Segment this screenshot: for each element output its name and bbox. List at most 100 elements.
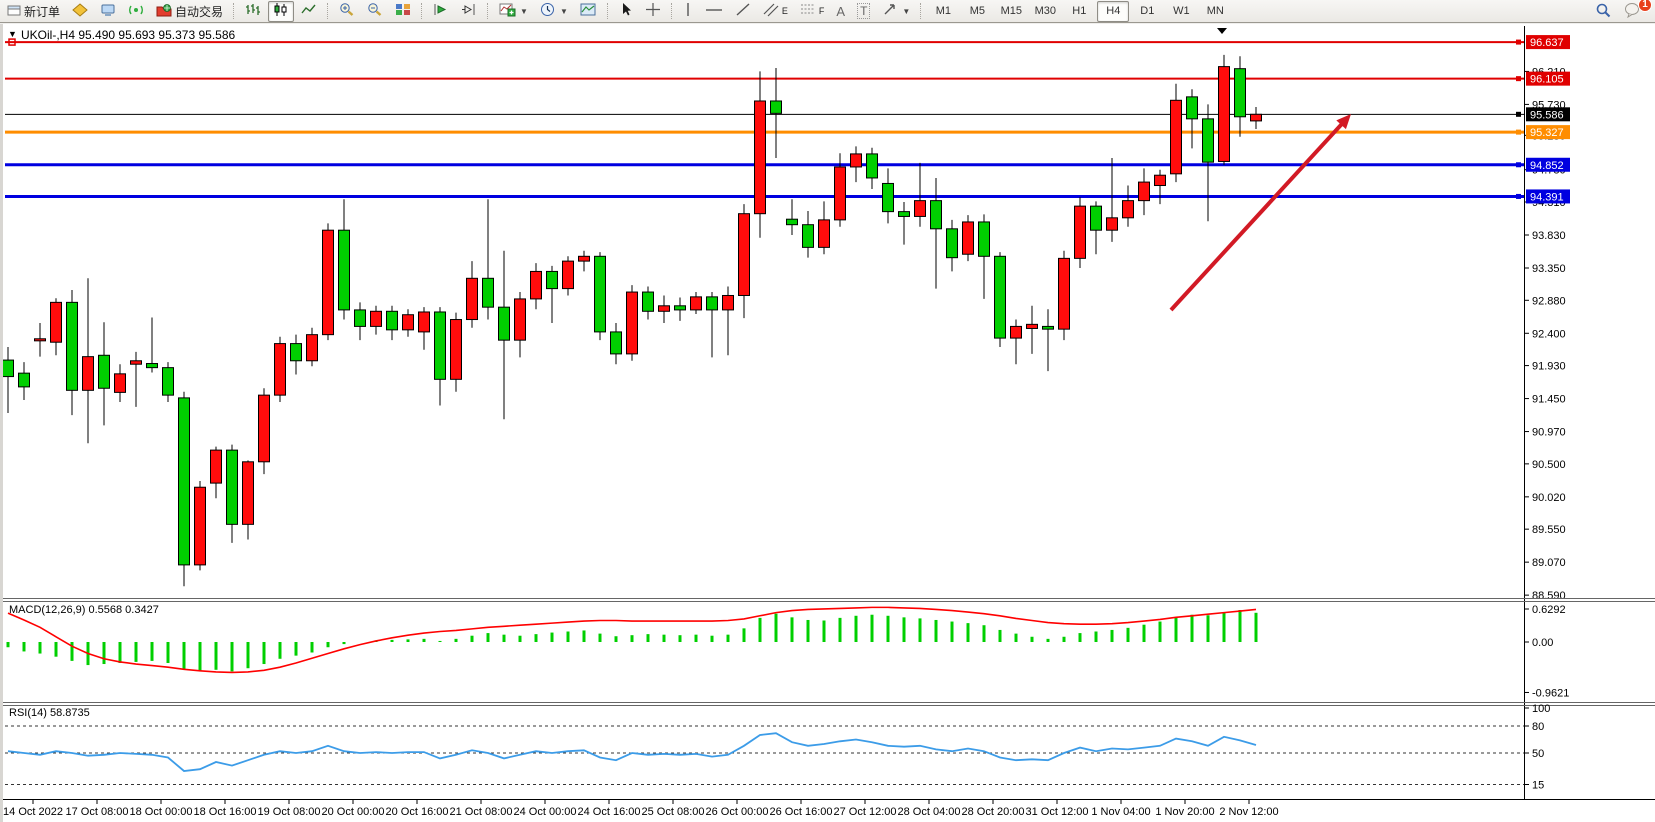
time-axis[interactable]: 14 Oct 2022 17 Oct 08:00 18 Oct 00:00 18 Oc… <box>3 799 1655 818</box>
arrows-tool-button[interactable]: ▼ <box>877 1 915 22</box>
line-handle[interactable] <box>1516 111 1521 117</box>
svg-text:96.105: 96.105 <box>1530 74 1564 86</box>
svg-text:28 Oct 20:00: 28 Oct 20:00 <box>962 806 1025 818</box>
line-chart-icon <box>301 2 317 20</box>
tile-windows-icon <box>395 2 411 20</box>
auto-trading-button[interactable]: 自动交易 <box>151 1 228 22</box>
line-handle[interactable] <box>1516 193 1521 199</box>
fibonacci-tool-button[interactable]: F <box>795 1 830 22</box>
trend-arrow[interactable] <box>1169 114 1351 312</box>
bar-chart-button[interactable] <box>240 1 266 22</box>
svg-text:90.020: 90.020 <box>1532 492 1566 504</box>
svg-text:24 Oct 00:00: 24 Oct 00:00 <box>514 806 577 818</box>
line-chart-button[interactable] <box>296 1 322 22</box>
trendline-tool-button[interactable] <box>730 1 756 22</box>
terminal-button[interactable] <box>95 1 121 22</box>
svg-text:100: 100 <box>1532 703 1550 715</box>
candlestick-chart-icon <box>273 2 289 20</box>
svg-text:15: 15 <box>1532 780 1544 792</box>
auto-scroll-icon <box>433 2 449 20</box>
candlestick-chart-button[interactable] <box>268 0 295 22</box>
toolbar-separator <box>920 3 922 19</box>
chevron-down-icon: ▼ <box>902 6 911 16</box>
cursor-tool-button[interactable] <box>614 1 638 22</box>
timeframes-menu-button[interactable]: ▼ <box>535 1 573 22</box>
timeframe-w1-button[interactable]: W1 <box>1173 5 1190 17</box>
arrows-icon <box>882 2 898 20</box>
svg-text:20 Oct 16:00: 20 Oct 16:00 <box>386 806 449 818</box>
svg-text:1 Nov 20:00: 1 Nov 20:00 <box>1155 806 1214 818</box>
symbol-dropdown-icon[interactable]: ▼ <box>8 29 17 39</box>
text-label-tool-button[interactable]: T <box>852 1 875 22</box>
macd-indicator-label: MACD(12,26,9) 0.5568 0.3427 <box>9 604 159 616</box>
svg-text:20 Oct 00:00: 20 Oct 00:00 <box>322 806 385 818</box>
chart-symbol-period: UKOil-,H4 <box>21 28 76 42</box>
crosshair-icon <box>645 2 661 20</box>
chart-title: UKOil-,H4 95.490 95.693 95.373 95.586 <box>21 28 235 42</box>
svg-text:91.930: 91.930 <box>1532 361 1566 373</box>
timeframe-m30-button[interactable]: M30 <box>1034 5 1057 17</box>
timeframe-h4-button[interactable]: H4 <box>1097 0 1130 22</box>
timeframe-mn-button[interactable]: MN <box>1206 5 1224 17</box>
line-handle[interactable] <box>1516 39 1521 45</box>
svg-text:31 Oct 12:00: 31 Oct 12:00 <box>1026 806 1089 818</box>
fibo-tool-label: F <box>818 6 825 16</box>
timeframe-m1-button[interactable]: M1 <box>935 5 951 17</box>
svg-text:21 Oct 08:00: 21 Oct 08:00 <box>450 806 513 818</box>
line-handle[interactable] <box>1516 129 1521 135</box>
label-tool-label: T <box>857 3 871 19</box>
svg-text:-0.9621: -0.9621 <box>1532 687 1569 699</box>
add-indicator-icon <box>499 2 516 20</box>
zoom-out-button[interactable] <box>362 1 388 22</box>
search-button[interactable] <box>1590 1 1617 22</box>
gold-button[interactable] <box>67 1 93 22</box>
svg-text:92.400: 92.400 <box>1532 328 1566 340</box>
terminal-icon <box>100 3 116 20</box>
chevron-down-icon: ▼ <box>520 6 528 16</box>
timeframe-m15-button[interactable]: M15 <box>1000 5 1023 17</box>
chart-shift-button[interactable] <box>456 1 482 22</box>
tile-windows-button[interactable] <box>390 1 416 22</box>
channel-tool-button[interactable]: E <box>758 1 793 22</box>
chat-button[interactable]: 1 <box>1619 0 1652 22</box>
add-indicator-button[interactable]: ▼ <box>494 1 533 22</box>
toolbar-separator <box>670 3 673 19</box>
auto-trading-icon <box>156 3 172 20</box>
price-axis[interactable]: 96.21095.73095.28094.78094.31093.83093.3… <box>1524 26 1570 800</box>
zoom-in-icon <box>339 2 355 20</box>
timeframe-d1-button[interactable]: D1 <box>1140 5 1155 17</box>
svg-text:24 Oct 16:00: 24 Oct 16:00 <box>578 806 641 818</box>
svg-text:93.830: 93.830 <box>1532 230 1566 242</box>
rsi-pane: 100 80 50 15 <box>5 703 1550 792</box>
signal-button[interactable] <box>123 1 149 22</box>
svg-text:92.880: 92.880 <box>1532 295 1566 307</box>
signal-icon <box>128 3 144 20</box>
price-chart-canvas[interactable]: 96.21095.73095.28094.78094.31093.83093.3… <box>3 24 1655 822</box>
chat-icon <box>1624 2 1642 21</box>
horizontal-line-tool-button[interactable] <box>700 1 728 22</box>
line-handle[interactable] <box>8 38 16 46</box>
timeframe-m5-button[interactable]: M5 <box>969 5 985 17</box>
chart-shift-marker <box>1217 28 1227 34</box>
zoom-in-button[interactable] <box>334 1 360 22</box>
toolbar-separator <box>421 3 423 19</box>
svg-text:1 Nov 04:00: 1 Nov 04:00 <box>1091 806 1150 818</box>
svg-text:90.500: 90.500 <box>1532 459 1566 471</box>
vertical-line-tool-button[interactable] <box>678 1 698 22</box>
templates-button[interactable] <box>575 1 602 22</box>
svg-text:89.070: 89.070 <box>1532 557 1566 569</box>
clock-icon <box>540 2 556 20</box>
auto-scroll-button[interactable] <box>428 1 454 22</box>
timeframe-h1-button[interactable]: H1 <box>1072 5 1087 17</box>
svg-text:94.391: 94.391 <box>1530 191 1564 203</box>
new-order-button[interactable]: 新订单 <box>2 1 65 22</box>
toolbar-separator <box>606 3 609 19</box>
line-handle[interactable] <box>1516 162 1521 168</box>
cursor-icon <box>619 2 633 20</box>
crosshair-tool-button[interactable] <box>640 1 666 22</box>
text-tool-button[interactable]: A <box>831 1 850 22</box>
chart-ohlc-values: 95.490 95.693 95.373 95.586 <box>78 28 236 42</box>
chart-window[interactable]: ▼ UKOil-,H4 95.490 95.693 95.373 95.586 … <box>0 24 1655 822</box>
new-order-icon <box>7 3 21 20</box>
line-handle[interactable] <box>1516 76 1521 82</box>
